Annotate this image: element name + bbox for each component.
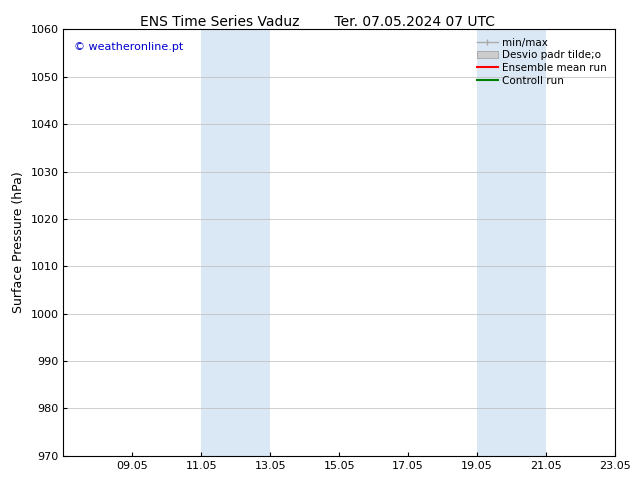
Text: © weatheronline.pt: © weatheronline.pt (74, 42, 184, 52)
Bar (202, 29, 270, 456)
Bar (477, 29, 546, 456)
Text: ENS Time Series Vaduz        Ter. 07.05.2024 07 UTC: ENS Time Series Vaduz Ter. 07.05.2024 07… (139, 15, 495, 29)
Y-axis label: Surface Pressure (hPa): Surface Pressure (hPa) (12, 172, 25, 314)
Legend: min/max, Desvio padr tilde;o, Ensemble mean run, Controll run: min/max, Desvio padr tilde;o, Ensemble m… (474, 35, 610, 89)
